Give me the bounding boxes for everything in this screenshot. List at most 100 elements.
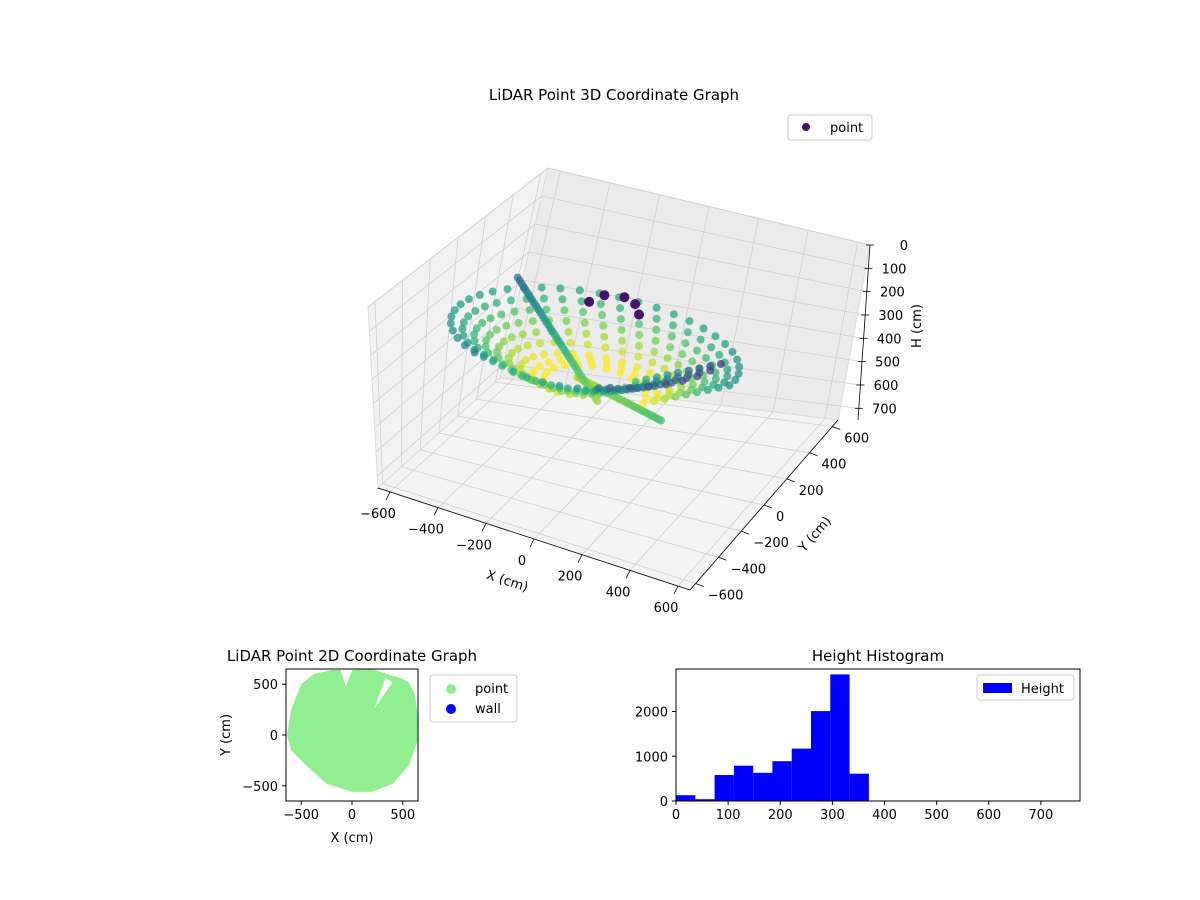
lidar-point-3d: [696, 335, 705, 344]
point-cloud-2d-area: [287, 669, 418, 792]
y-tick-label-3d: 600: [844, 432, 869, 447]
grid-line-y: [420, 449, 742, 532]
grid-3d: [367, 167, 871, 587]
y-tick-label-3d: −600: [708, 588, 744, 603]
lidar-point-3d: [617, 325, 626, 334]
lidar-point-3d: [598, 311, 607, 319]
hist-x-tick-label: 400: [872, 808, 897, 823]
z-tick-label-3d: 300: [878, 309, 903, 324]
point-cloud-2d: [287, 668, 418, 792]
lidar-point-3d: [498, 361, 507, 370]
lidar-point-3d: [693, 388, 701, 397]
lidar-point-3d: [594, 384, 603, 393]
lidar-point-3d: [625, 383, 634, 392]
lidar-point-3d: [683, 328, 692, 337]
hist-x-tick-label: 100: [716, 808, 741, 823]
x-tick-label-3d: 400: [606, 585, 631, 600]
x-tick-label-2d: −500: [283, 808, 319, 823]
lidar-point-3d: [699, 324, 708, 333]
lidar-point-3d: [540, 294, 548, 303]
z-tick-label-3d: 500: [875, 356, 900, 371]
y-tick-label-3d: −200: [753, 536, 789, 551]
lidar-point-3d: [553, 349, 562, 358]
grid-line-z: [541, 195, 869, 269]
lidar-point-3d: [575, 286, 584, 295]
lidar-point-3d: [532, 328, 541, 337]
lidar-point-3d: [733, 355, 742, 364]
z-axis-label-3d: H (cm): [910, 304, 925, 348]
grid-line-y: [438, 432, 765, 506]
lidar-point-3d: [458, 324, 467, 333]
grid-line-z-left: [370, 223, 536, 356]
lidar-point-3d: [479, 352, 488, 361]
x-tick-label-3d: 200: [558, 570, 583, 585]
legend-2d-point-marker: [446, 684, 456, 694]
lidar-point-3d: [639, 399, 647, 408]
lidar-point-3d: [652, 303, 661, 312]
histogram-bar: [849, 773, 869, 801]
plot-3d-title: LiDAR Point 3D Coordinate Graph: [489, 86, 739, 104]
grid-line-y-left: [401, 280, 404, 467]
lidar-point-3d: [558, 295, 567, 304]
lidar-point-3d: [601, 343, 610, 352]
z-axis-line: [857, 244, 871, 421]
hist-x-tick-label: 300: [820, 808, 845, 823]
lidar-point-3d: [489, 357, 497, 366]
lidar-point-3d: [550, 363, 559, 372]
lidar-point-3d: [482, 336, 491, 345]
grid-line-z-left: [367, 167, 549, 308]
lidar-point-3d: [542, 305, 551, 314]
lidar-point-3d: [635, 330, 644, 339]
lidar-point-3d: [563, 384, 572, 393]
lidar-point-3d: [663, 354, 672, 363]
grid-line-z: [528, 251, 866, 316]
lidar-point-3d: [651, 336, 660, 345]
x-tick-mark: [481, 523, 487, 532]
lidar-point-3d: [657, 416, 665, 425]
histogram-bar: [695, 799, 715, 801]
lidar-point-3d: [505, 359, 514, 368]
lidar-point-3d: [555, 381, 564, 390]
lidar-point-3d: [634, 352, 643, 361]
lidar-point-3d: [688, 357, 697, 366]
hist-x-tick-label: 700: [1028, 808, 1053, 823]
y-tick-mark: [763, 504, 773, 509]
lidar-point-3d: [564, 327, 573, 336]
lidar-point-3d: [525, 306, 534, 314]
lidar-point-3d: [616, 315, 625, 323]
lidar-point-3d: [514, 344, 523, 353]
lidar-point-3d: [731, 376, 740, 384]
lidar-point-3d-highlight: [634, 309, 644, 320]
lidar-point-3d: [666, 343, 674, 352]
lidar-point-3d: [711, 332, 720, 341]
histogram-bars: [676, 674, 869, 801]
lidar-point-3d: [599, 321, 608, 330]
grid-line-y-left: [476, 194, 514, 400]
x-tick-mark: [529, 538, 535, 548]
plot-2d-title: LiDAR Point 2D Coordinate Graph: [227, 647, 477, 665]
lidar-point-3d: [514, 318, 523, 327]
y-tick-mark: [718, 556, 727, 561]
lidar-point-3d: [453, 333, 462, 342]
lidar-point-3d: [509, 367, 518, 376]
histogram-bar: [811, 711, 831, 801]
lidar-point-3d: [662, 380, 671, 389]
legend-2d-wall-marker: [446, 704, 456, 714]
lidar-point-3d-highlight: [619, 292, 630, 303]
histogram-bar: [714, 775, 734, 801]
x-tick-label-2d: 0: [348, 808, 356, 823]
z-tick-label-3d: 200: [880, 286, 905, 301]
legend-3d: point: [787, 114, 873, 141]
lidar-point-3d: [667, 332, 676, 341]
lidar-point-3d: [652, 314, 661, 323]
lidar-point-3d: [497, 310, 506, 319]
lidar-point-3d: [577, 297, 586, 306]
grid-line-x-back: [772, 230, 809, 412]
lidar-point-3d: [582, 329, 591, 338]
x-tick-mark: [577, 554, 583, 563]
lidar-point-3d: [702, 354, 710, 362]
lidar-point-3d: [618, 347, 627, 356]
histogram-bar: [753, 772, 773, 801]
lidar-point-3d: [596, 300, 605, 309]
lidar-point-3d: [644, 382, 653, 391]
